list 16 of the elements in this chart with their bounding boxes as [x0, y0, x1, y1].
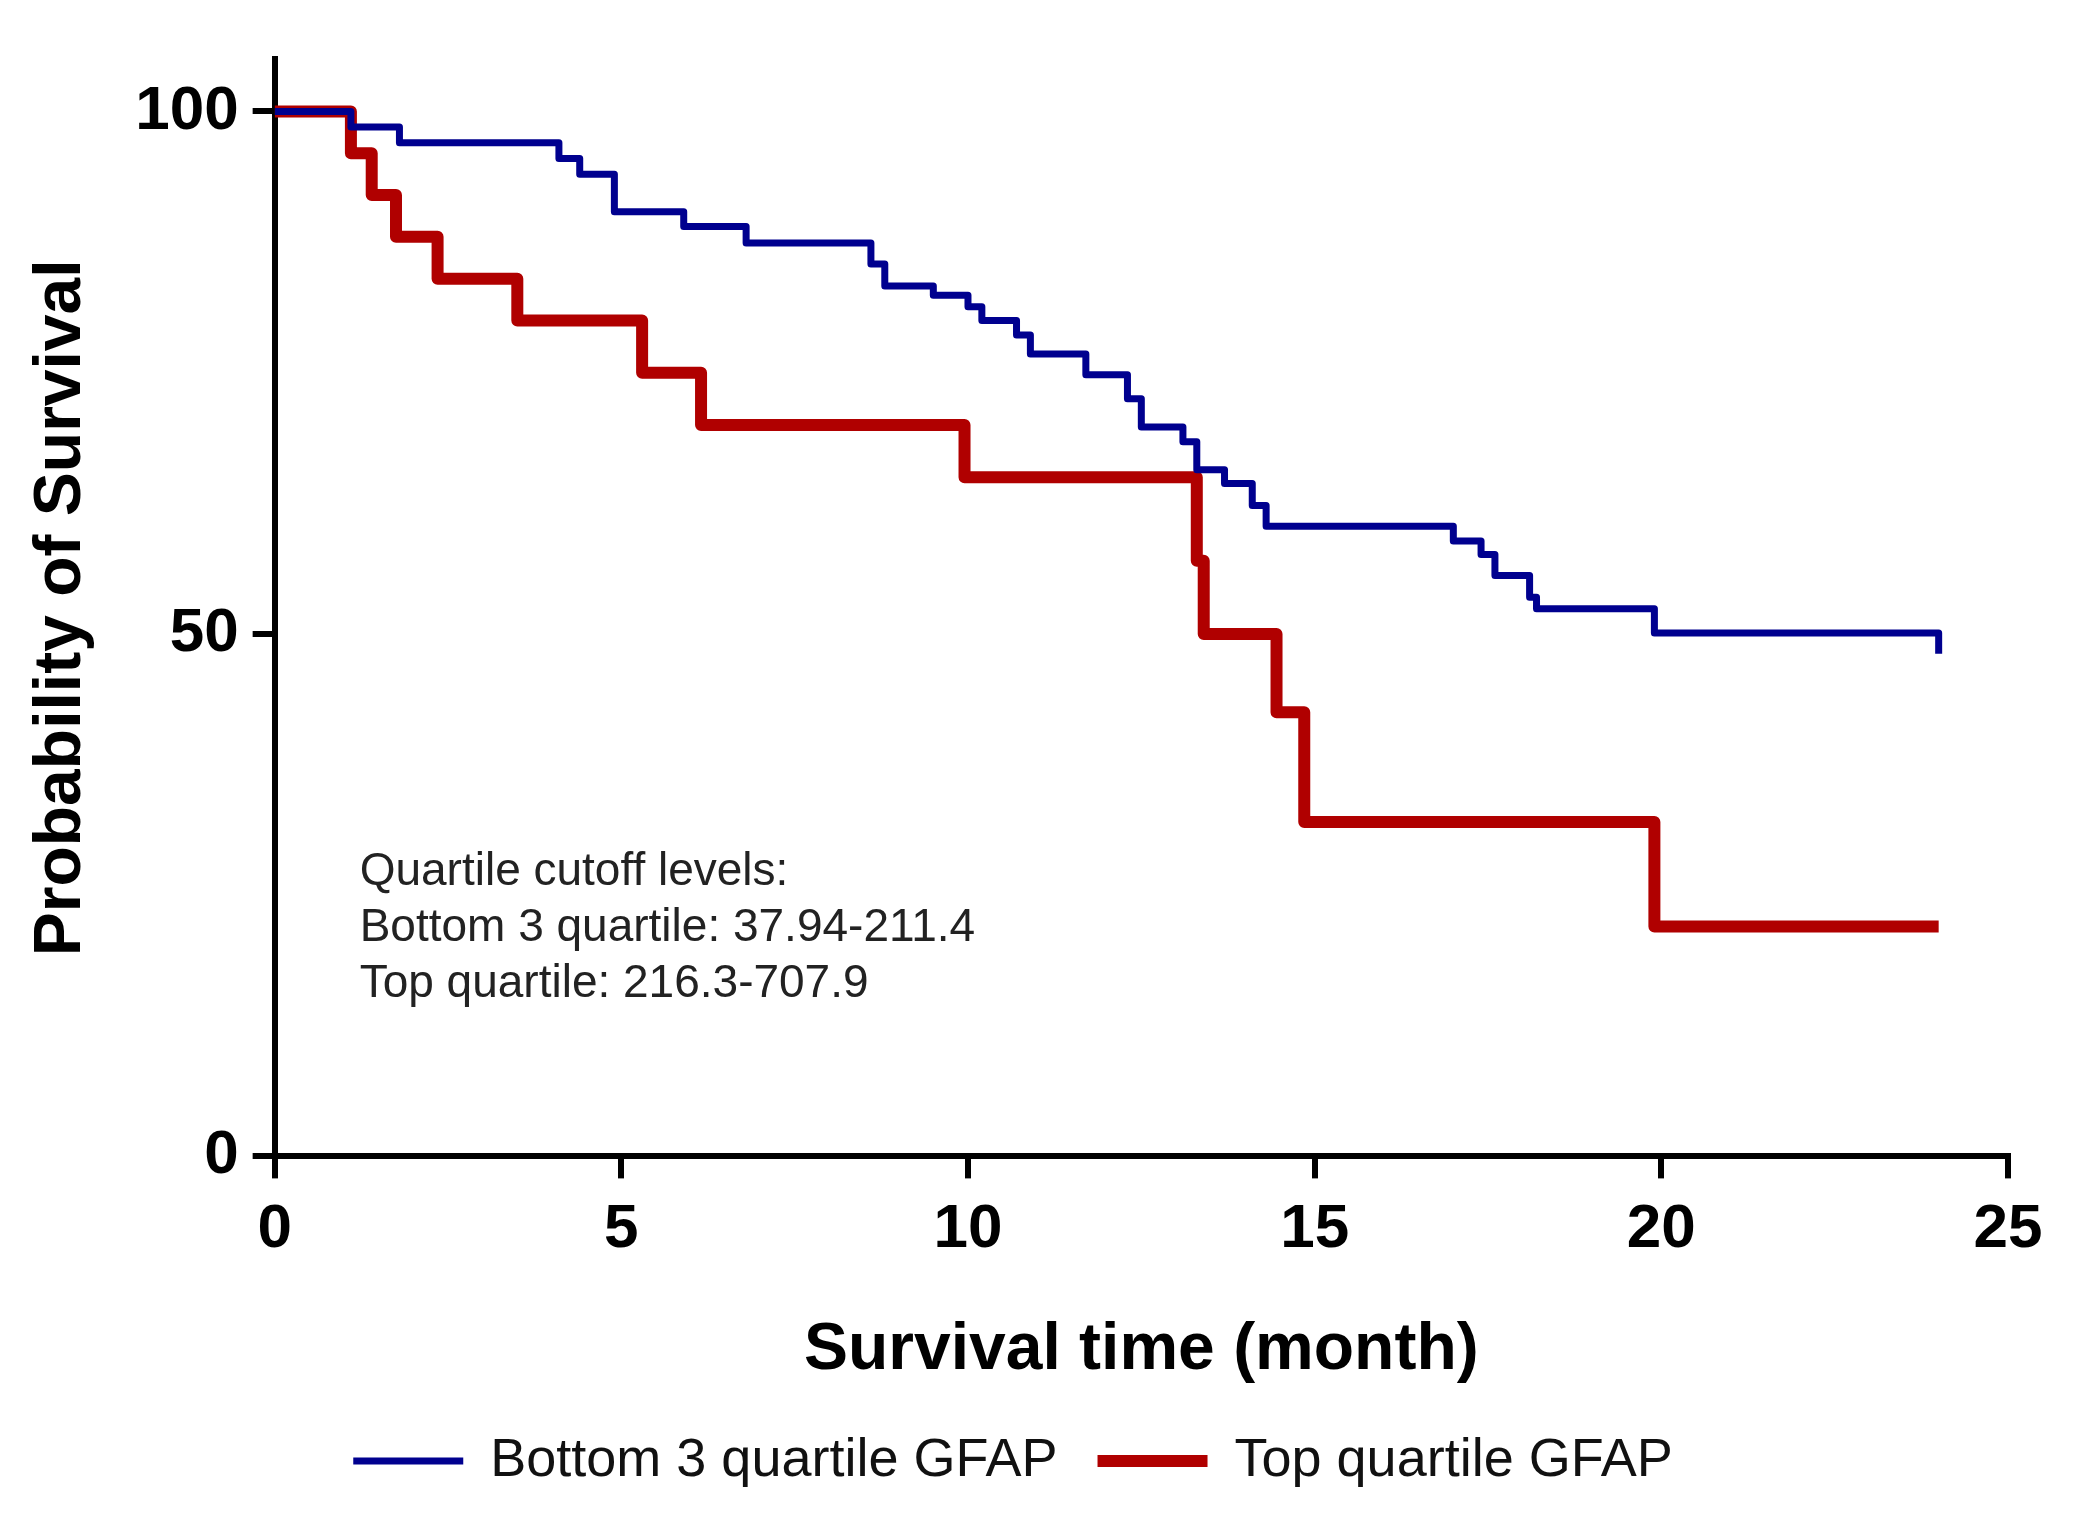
y-tick-label: 50 — [169, 595, 239, 665]
x-tick-label: 10 — [933, 1190, 1003, 1260]
x-tick-label: 15 — [1280, 1190, 1350, 1260]
legend-label: Bottom 3 quartile GFAP — [490, 1426, 1058, 1487]
y-tick-label: 0 — [204, 1117, 239, 1187]
annotation: Top quartile: 216.3-707.9 — [359, 954, 869, 1007]
annotation: Quartile cutoff levels: — [359, 842, 789, 895]
x-axis-title: Survival time (month) — [803, 1308, 1479, 1383]
x-tick-label: 25 — [1973, 1190, 2043, 1260]
x-tick-label: 0 — [257, 1190, 292, 1260]
y-tick-label: 100 — [135, 72, 239, 142]
legend-label: Top quartile GFAP — [1234, 1426, 1673, 1487]
annotation: Bottom 3 quartile: 37.94-211.4 — [359, 898, 976, 951]
x-tick-label: 20 — [1626, 1190, 1696, 1260]
y-axis-title: Probability of Survival — [19, 259, 94, 957]
x-tick-label: 5 — [604, 1190, 639, 1260]
